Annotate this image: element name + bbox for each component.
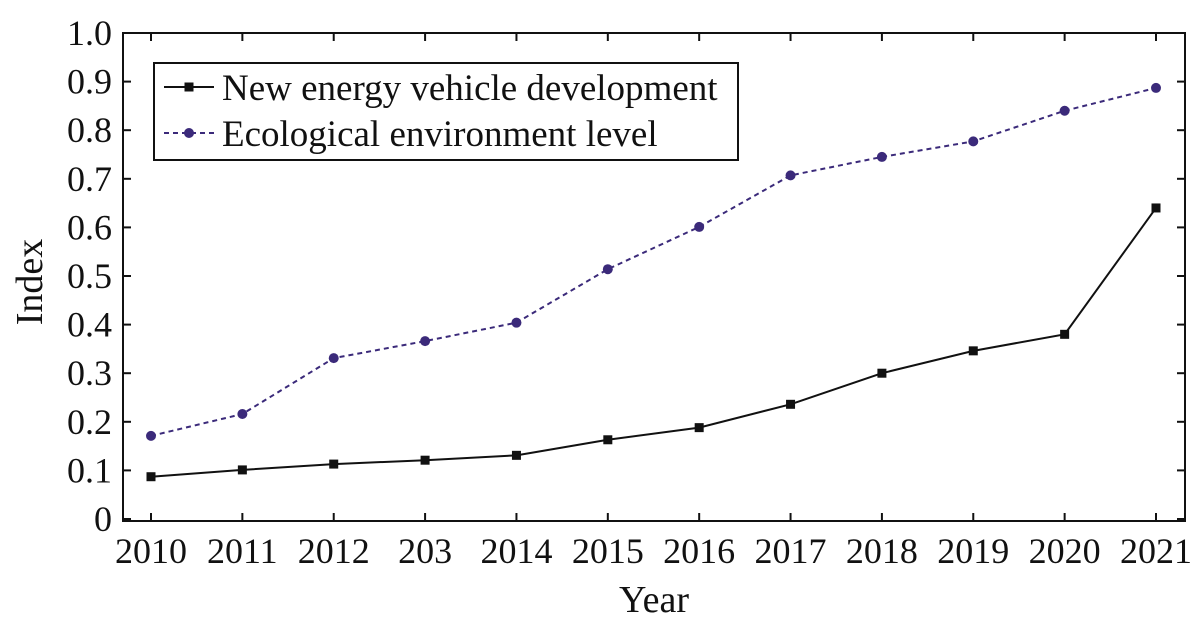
series-1-point <box>785 170 796 181</box>
x-axis-title: Year <box>619 579 689 621</box>
x-tick-label: 2018 <box>846 531 918 571</box>
series-1-point <box>146 430 156 441</box>
series-0-point <box>420 455 430 465</box>
series-1-point <box>694 221 705 232</box>
series-0-point <box>1060 329 1070 339</box>
y-tick-label: 0 <box>94 499 112 539</box>
legend-label-0: New energy vehicle development <box>222 68 718 109</box>
x-tick-label: 2021 <box>1120 531 1192 571</box>
y-tick-label: 0.5 <box>67 256 112 296</box>
y-tick-label: 0.2 <box>67 402 112 442</box>
series-layer <box>146 82 1161 482</box>
series-1-point <box>968 136 979 147</box>
y-tick-label: 0.7 <box>67 159 112 199</box>
series-1-point <box>602 264 613 275</box>
x-tick-label: 2020 <box>1029 531 1101 571</box>
legend-label-1: Ecological environment level <box>222 114 658 155</box>
series-0-point <box>237 465 247 475</box>
y-tick-label: 0.8 <box>67 110 112 150</box>
series-0-point <box>511 450 521 460</box>
y-tick-label: 0.4 <box>67 305 112 345</box>
series-0-point <box>968 346 978 356</box>
x-tick-label: 2011 <box>207 531 278 571</box>
y-tick-label: 0.3 <box>67 353 112 393</box>
x-tick-label: 203 <box>398 531 452 571</box>
x-tick-label: 2016 <box>663 531 735 571</box>
y-tick-label: 1.0 <box>67 13 112 53</box>
series-1-point <box>511 317 522 328</box>
x-tick-label: 2015 <box>572 531 644 571</box>
series-0-point <box>603 435 613 445</box>
y-tick-label: 0.6 <box>67 207 112 247</box>
series-0-point <box>1151 203 1161 213</box>
series-0-point <box>329 459 339 469</box>
y-tick-label: 0.1 <box>67 450 112 490</box>
legend-marker-1 <box>184 128 194 138</box>
x-tick-label: 2012 <box>298 531 370 571</box>
series-line-0 <box>150 207 1157 478</box>
x-tick-label: 2010 <box>115 531 187 571</box>
series-0-point <box>786 399 796 409</box>
legend-box <box>153 62 739 161</box>
series-line-1 <box>150 86 1157 437</box>
series-1-point <box>1151 82 1161 93</box>
series-0-point <box>146 472 156 482</box>
series-0-point <box>877 368 887 378</box>
series-1-point <box>328 353 339 364</box>
y-tick-label: 0.9 <box>67 62 112 102</box>
x-tick-label: 2019 <box>937 531 1009 571</box>
y-axis-title: Index <box>9 239 51 326</box>
series-1-point <box>1059 105 1070 116</box>
series-1-point <box>420 336 431 347</box>
x-tick-label: 2017 <box>755 531 827 571</box>
ticks-layer: 2010 2011 2012 203 2014 2015 2016 2017 2018 2019 2… <box>67 13 1192 571</box>
legend: New energy vehicle development Ecologica… <box>153 62 739 161</box>
series-0-point <box>694 423 704 433</box>
x-tick-label: 2014 <box>480 531 552 571</box>
series-1-point <box>237 409 248 420</box>
legend-marker-0 <box>184 82 194 92</box>
series-1-point <box>876 151 887 162</box>
